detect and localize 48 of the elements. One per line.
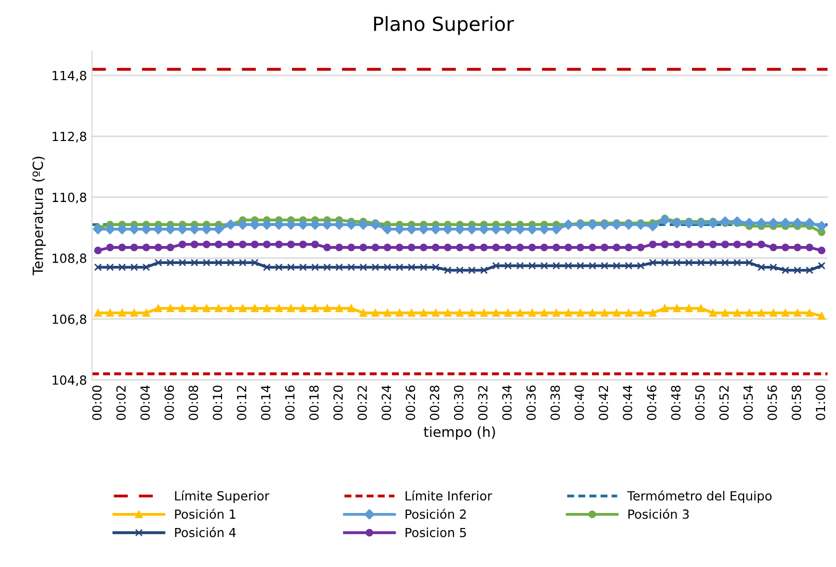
legend-label: Posición 2 (406, 508, 466, 519)
y-tick-label: 104,8 (52, 375, 86, 386)
legend-label: Posición 3 (628, 508, 689, 519)
legend-label: Posición 1 (175, 508, 236, 519)
x-tick-label: 00:44 (622, 385, 632, 420)
y-tick-label: 112,8 (52, 132, 86, 142)
x-tick-label: 00:00 (92, 386, 102, 420)
legend-label: Termómetro del Equipo (627, 490, 772, 503)
x-tick-label: 00:20 (333, 386, 343, 420)
x-tick-label: 00:58 (792, 386, 802, 420)
x-tick-label: 00:48 (671, 386, 681, 420)
x-tick-label: 00:50 (695, 386, 705, 420)
legend-label: Límite Superior (175, 490, 270, 503)
x-tick-label: 00:06 (164, 386, 174, 420)
x-tick-label: 00:22 (357, 386, 367, 420)
y-axis-title: Temperatura (ºC) (32, 156, 46, 276)
x-tick-label: 00:26 (406, 386, 416, 420)
x-tick-label: 00:46 (646, 386, 656, 420)
y-tick-label: 110,8 (52, 192, 86, 204)
legend-label: Posicion 5 (406, 528, 466, 538)
y-tick-label: 106,8 (52, 314, 86, 326)
chart-title: Plano Superior (374, 16, 514, 35)
x-tick-label: 00:12 (236, 386, 246, 420)
x-tick-label: 00:04 (140, 385, 150, 420)
x-tick-label: 00:02 (116, 386, 126, 420)
x-axis-title: tiempo (h) (424, 426, 495, 440)
x-tick-label: 00:38 (550, 386, 560, 420)
x-tick-label: 00:40 (574, 386, 584, 420)
y-tick-label: 108,8 (52, 254, 86, 264)
x-tick-label: 00:42 (598, 386, 608, 420)
x-tick-label: 00:18 (309, 386, 319, 420)
x-tick-label: 00:16 (285, 386, 295, 420)
x-tick-label: 01:00 (816, 386, 826, 420)
x-tick-label: 00:32 (478, 386, 488, 420)
x-tick-label: 00:56 (768, 386, 777, 420)
x-tick-label: 00:52 (719, 386, 729, 420)
x-tick-label: 00:30 (454, 386, 464, 420)
x-tick-label: 00:34 (502, 385, 512, 420)
x-tick-label: 00:36 (526, 386, 536, 420)
x-tick-label: 00:08 (188, 386, 198, 420)
legend-label: Límite Inferior (406, 490, 492, 501)
x-tick-label: 00:24 (382, 385, 392, 420)
legend-label: Posición 4 (175, 527, 236, 538)
y-tick-label: 114,8 (52, 70, 86, 82)
x-tick-label: 00:28 (430, 386, 440, 420)
x-tick-label: 00:54 (743, 385, 753, 420)
x-tick-label: 00:10 (212, 386, 222, 420)
x-tick-label: 00:14 (261, 385, 270, 420)
